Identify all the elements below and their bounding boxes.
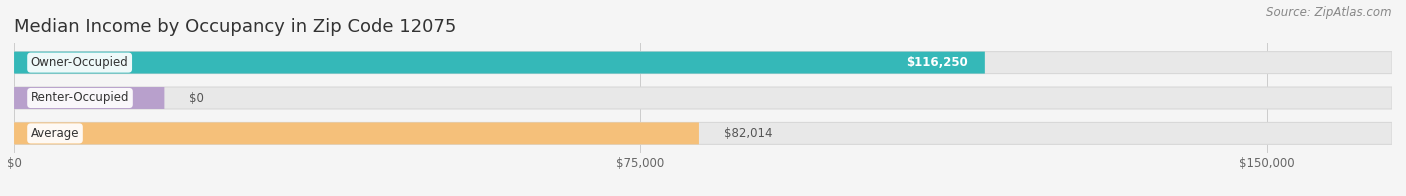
FancyBboxPatch shape: [14, 52, 984, 74]
Text: $82,014: $82,014: [724, 127, 772, 140]
Text: Average: Average: [31, 127, 79, 140]
Text: $0: $0: [190, 92, 204, 104]
FancyBboxPatch shape: [14, 87, 1392, 109]
Text: Owner-Occupied: Owner-Occupied: [31, 56, 128, 69]
FancyBboxPatch shape: [14, 52, 1392, 74]
FancyBboxPatch shape: [14, 122, 1392, 144]
Text: Median Income by Occupancy in Zip Code 12075: Median Income by Occupancy in Zip Code 1…: [14, 18, 457, 36]
FancyBboxPatch shape: [14, 122, 699, 144]
FancyBboxPatch shape: [14, 87, 165, 109]
Text: Renter-Occupied: Renter-Occupied: [31, 92, 129, 104]
Text: $116,250: $116,250: [907, 56, 969, 69]
Text: Source: ZipAtlas.com: Source: ZipAtlas.com: [1267, 6, 1392, 19]
